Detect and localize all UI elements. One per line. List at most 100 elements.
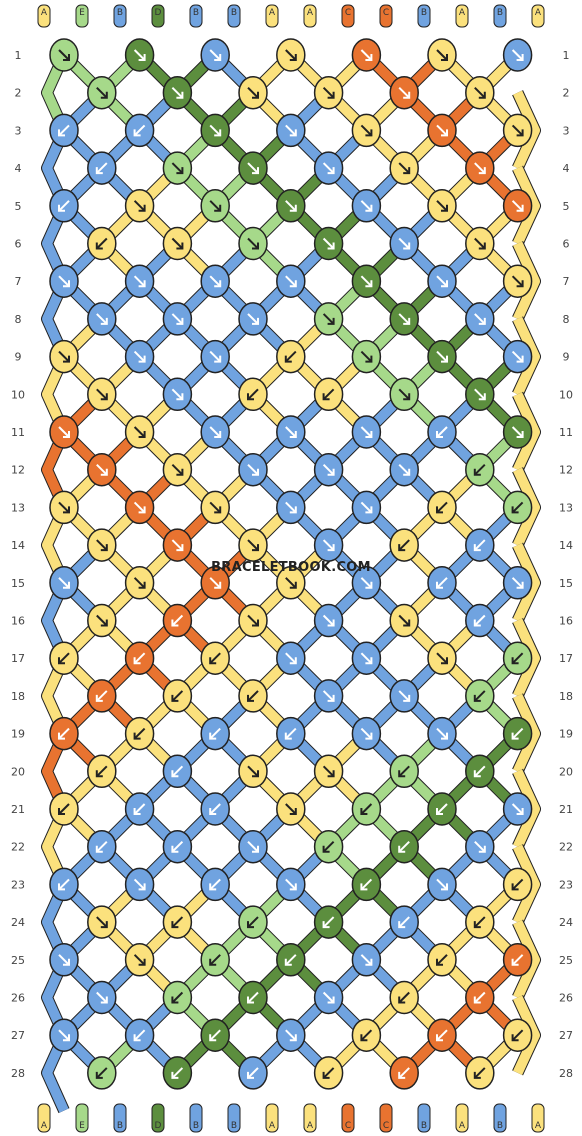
bottom-string-label: A <box>269 1121 276 1131</box>
knot-arrowhead-icon <box>436 431 443 438</box>
knot-arrowhead-icon <box>100 393 108 401</box>
top-string-label: B <box>231 8 237 18</box>
bottom-string-label: D <box>155 1121 162 1131</box>
knot-arrow-icon <box>360 124 373 137</box>
knot-arrow-icon <box>171 86 184 99</box>
row-label-right: 27 <box>559 1029 573 1042</box>
knot-arrowhead-icon <box>322 921 330 929</box>
knot-arrow-icon <box>96 463 108 476</box>
row-label-right: 14 <box>559 539 573 552</box>
knot-arrow-icon <box>209 727 221 740</box>
knot-arrowhead-icon <box>214 581 222 589</box>
knot-arrow-icon <box>171 313 184 325</box>
knot-arrowhead-icon <box>214 129 222 137</box>
knot-arrow-icon <box>171 840 184 853</box>
knot-arrowhead-icon <box>252 845 259 853</box>
right-edge-thread <box>513 90 540 171</box>
knot-arrowhead-icon <box>403 468 411 476</box>
knot-arrowhead-icon <box>138 581 146 589</box>
knot-arrow-icon <box>511 200 524 212</box>
knot-arrowhead-icon <box>247 694 254 702</box>
top-string <box>303 4 317 28</box>
knot-arrow-icon <box>133 1029 146 1041</box>
row-label-left: 16 <box>11 615 25 628</box>
knot-arrow-icon <box>58 727 70 740</box>
knot-arrowhead-icon <box>478 393 486 401</box>
knot-arrowhead-icon <box>473 544 481 552</box>
knot-arrow-icon <box>171 765 184 778</box>
row-label-right: 20 <box>559 765 573 778</box>
knot-arrowhead-icon <box>63 581 70 589</box>
row-label-left: 21 <box>11 803 25 816</box>
knot-arrow-icon <box>398 690 410 702</box>
knot-arrow-icon <box>133 275 146 287</box>
knot-arrowhead-icon <box>171 694 179 702</box>
knot-arrow-icon <box>474 614 486 627</box>
knot-arrow-icon <box>209 878 221 891</box>
knot-arrow-icon <box>171 237 184 250</box>
bottom-string <box>265 1103 279 1133</box>
knot-arrowhead-icon <box>209 732 217 740</box>
knot-arrowhead-icon <box>176 468 184 476</box>
knot-arrow-icon <box>285 803 297 815</box>
knot-arrow-icon <box>436 426 448 438</box>
top-string <box>227 4 241 28</box>
knot-arrow-icon <box>247 86 259 99</box>
knot-arrowhead-icon <box>63 280 70 288</box>
knot-arrow-icon <box>398 463 410 476</box>
top-string-label: B <box>497 8 503 18</box>
knot-arrow-icon <box>209 577 221 589</box>
bottom-string-label: B <box>497 1121 503 1131</box>
knot-arrowhead-icon <box>327 694 335 702</box>
knot-arrow-icon <box>398 991 410 1004</box>
knot-arrowhead-icon <box>365 280 373 288</box>
knot-arrowhead-icon <box>214 355 222 363</box>
knot-arrowhead-icon <box>398 845 406 853</box>
knot-arrow-icon <box>285 577 297 589</box>
knot-arrow-icon <box>285 1029 297 1041</box>
knot-arrowhead-icon <box>171 996 179 1004</box>
knot-arrow-icon <box>398 237 410 250</box>
row-label-right: 13 <box>559 501 573 514</box>
bottom-string-label: B <box>117 1121 123 1131</box>
knot-arrow-icon <box>436 350 448 363</box>
knot-arrowhead-icon <box>63 54 70 61</box>
knot-arrowhead-icon <box>209 808 217 815</box>
knot-arrowhead-icon <box>516 355 524 363</box>
top-string-label: E <box>79 8 85 18</box>
right-edge-thread <box>513 543 540 623</box>
knot-arrowhead-icon <box>252 770 259 778</box>
bottom-string <box>531 1103 545 1133</box>
knot-arrowhead-icon <box>365 732 373 740</box>
knot-arrowhead-icon <box>100 91 108 99</box>
knot-arrow-icon <box>247 765 259 778</box>
row-label-left: 3 <box>15 124 22 137</box>
knot-arrowhead-icon <box>171 1071 179 1079</box>
knot-arrowhead-icon <box>171 845 179 853</box>
knot-arrowhead-icon <box>511 1034 519 1042</box>
knot-arrowhead-icon <box>95 242 103 250</box>
row-label-left: 8 <box>15 313 22 326</box>
row-label-right: 17 <box>559 652 573 665</box>
row-label-left: 22 <box>11 841 25 854</box>
knot-arrow-icon <box>398 1067 410 1079</box>
knot-arrowhead-icon <box>252 619 259 627</box>
knot-arrowhead-icon <box>100 996 108 1004</box>
knot-arrow-icon <box>209 803 221 815</box>
bottom-string-label: B <box>421 1121 427 1131</box>
top-string-label: C <box>383 8 389 18</box>
row-label-right: 5 <box>563 200 570 213</box>
knot-arrow-icon <box>360 803 373 815</box>
knot-arrow-icon <box>133 803 146 815</box>
knot-arrow-icon <box>133 954 146 966</box>
knot-arrow-icon <box>58 426 70 438</box>
knot-arrow-icon <box>322 840 335 853</box>
knot-arrowhead-icon <box>58 129 65 137</box>
row-label-right: 3 <box>563 124 570 137</box>
row-label-right: 23 <box>559 878 573 891</box>
watermark-text: BRACELETBOOK.COM <box>211 560 371 575</box>
row-label-right: 21 <box>559 803 573 816</box>
knot-arrowhead-icon <box>516 54 524 61</box>
knot-arrowhead-icon <box>289 280 297 288</box>
